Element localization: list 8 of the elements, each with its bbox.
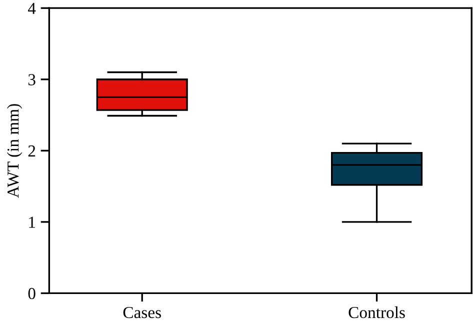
- y-axis-title: AWT (in mm): [6, 104, 22, 198]
- y-tick-label: 0: [28, 288, 36, 300]
- y-tick-label: 4: [28, 2, 36, 14]
- y-tick-label: 1: [29, 216, 35, 228]
- x-tick-label: Cases: [123, 306, 161, 318]
- y-tick-label: 3: [28, 74, 36, 86]
- y-tick-label: 2: [28, 145, 36, 156]
- x-tick-label: Controls: [348, 306, 405, 318]
